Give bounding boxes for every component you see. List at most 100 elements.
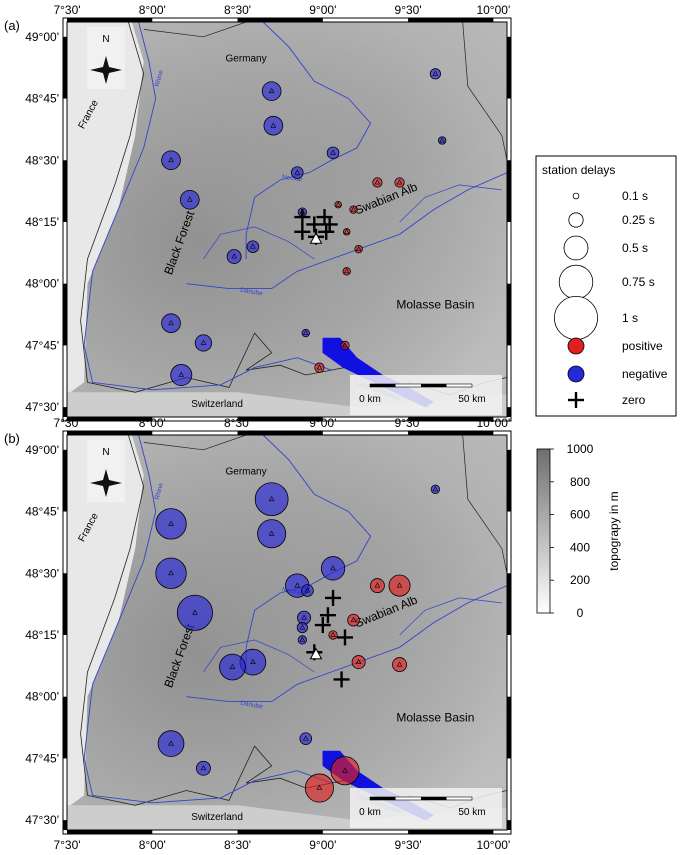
station-triangle-icon (168, 570, 174, 576)
legend-size-circle (568, 212, 584, 228)
lat-tick-label: 49°00' (25, 443, 59, 457)
delay-circle (176, 594, 213, 631)
station-delay-negative (429, 68, 441, 80)
station-triangle-icon (342, 342, 348, 348)
north-label: N (102, 34, 109, 45)
station-triangle-icon (439, 137, 446, 143)
label-neckar: Neckar (282, 174, 304, 184)
delay-circle (195, 760, 211, 776)
station-triangle-icon (299, 624, 306, 630)
frame-segment (63, 449, 67, 512)
station-triangle-icon (396, 661, 403, 667)
station-delay-positive (347, 613, 360, 627)
legend-positive-swatch (567, 337, 585, 355)
compass-rose-icon (90, 56, 122, 84)
delay-circle (430, 484, 441, 494)
station-triangle-icon (342, 767, 348, 773)
scale-bar-segment (370, 797, 396, 800)
frame-segment (63, 36, 67, 99)
frame-segment (63, 573, 67, 635)
tributary-river (203, 639, 315, 673)
frame-segment (507, 696, 511, 759)
legend-size-circle (554, 295, 599, 340)
station-triangle-icon (299, 636, 306, 642)
station-delay-positive (388, 574, 411, 597)
frame-segment (67, 18, 153, 22)
scale-bar-end: 50 km (458, 394, 485, 405)
legend-size-label: 0.75 s (622, 275, 655, 289)
lon-tick-label-bottom: 9°30' (395, 838, 422, 850)
station-delay-negative (261, 81, 282, 101)
delay-circle (299, 732, 313, 745)
station-triangle-icon (374, 582, 381, 588)
station-triangle-icon (192, 609, 198, 615)
delay-circle (263, 115, 284, 136)
station-delay-positive (314, 362, 325, 373)
label-germany: Germany (226, 54, 267, 65)
tributary-river (399, 184, 502, 223)
label-rhine: Rhine (154, 69, 165, 88)
legend-title: station delays (542, 163, 615, 177)
lon-tick-label-bottom: 10°00' (476, 838, 510, 850)
station-delay-negative (195, 760, 211, 776)
map-frame (62, 430, 512, 835)
danube-river (186, 172, 507, 290)
legend-size-circle (563, 235, 589, 261)
delay-circle (170, 364, 193, 387)
topography-colorbar: 0 200 400 600 800 1000 topograpy in m (536, 442, 621, 620)
station-delay-legend: station delays 0.1 s 0.25 s 0.5 s 0.75 s 1 s p… (535, 155, 677, 417)
station-delay-negative (157, 730, 185, 757)
delay-circle (257, 519, 287, 549)
map-frame (62, 17, 512, 422)
border-north (143, 22, 247, 38)
delay-circle (155, 508, 187, 540)
station-delay-positive (304, 773, 334, 803)
station-triangle-icon (330, 631, 336, 637)
station-triangle-icon (168, 319, 174, 326)
legend-size-circle (558, 264, 594, 300)
frame-segment (408, 417, 494, 421)
frame-segment (507, 573, 511, 635)
lat-tick-label: 48°15' (25, 628, 59, 642)
station-delay-zero (333, 671, 350, 688)
legend-positive-label: positive (622, 339, 663, 353)
rhine-valley (67, 435, 144, 808)
station-triangle-icon (396, 179, 403, 185)
station-triangle-icon (168, 520, 174, 526)
station-delay-negative (257, 519, 287, 549)
station-triangle-icon (231, 253, 237, 259)
station-delay-negative (155, 508, 187, 540)
scale-bar-end: 50 km (458, 807, 485, 818)
delay-circle (304, 773, 334, 803)
label-molasse-basin: Molasse Basin (396, 710, 474, 724)
lat-tick-label: 48°30' (25, 566, 59, 580)
colorbar-tick-label: 200 (570, 573, 590, 587)
delay-circle (261, 81, 282, 101)
delay-circle (369, 578, 385, 594)
frame-segment (63, 407, 67, 417)
frame-segment (507, 160, 511, 222)
station-delay-zero (294, 223, 311, 240)
station-triangle-icon (374, 179, 381, 185)
delay-circle (157, 730, 185, 757)
station-delay-negative (430, 484, 441, 494)
station-triangle-icon (316, 784, 323, 790)
colorbar-tick-label: 1000 (567, 442, 594, 456)
label-germany: Germany (226, 467, 267, 478)
frame-segment (237, 417, 323, 421)
station-delay-positive (342, 267, 351, 276)
station-delay-negative (290, 166, 304, 179)
station-triangle-icon (268, 87, 275, 94)
station-delay-negative (301, 328, 310, 338)
delay-circle (388, 574, 411, 597)
station-triangle-icon (355, 658, 362, 665)
north-arrow: N (87, 27, 125, 89)
delay-circle (194, 334, 213, 352)
lat-tick-label: 47°30' (25, 400, 59, 414)
delay-circle (226, 249, 242, 264)
delay-circle (429, 68, 441, 80)
station-delay-positive (330, 756, 360, 786)
delay-circle (219, 653, 246, 681)
rhine-river (83, 435, 332, 804)
